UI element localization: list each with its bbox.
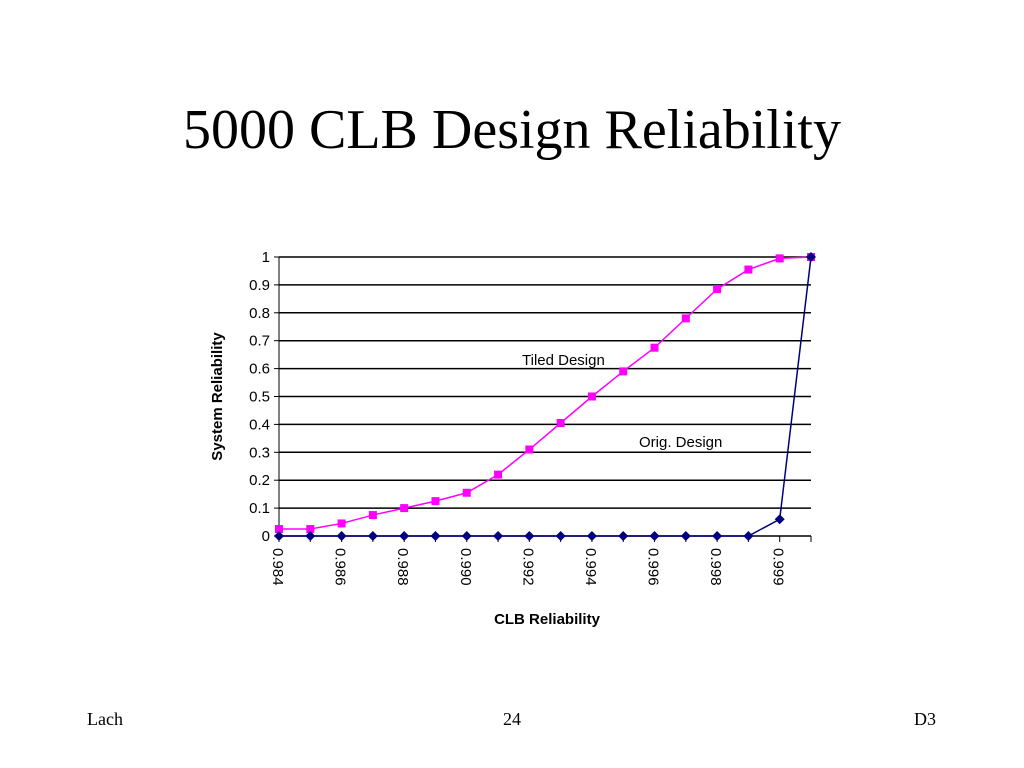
data-point-orig [430, 531, 441, 541]
series-line [279, 256, 812, 537]
data-point-tiled [775, 254, 784, 263]
data-point-tiled [494, 470, 503, 479]
data-point-tiled [275, 525, 283, 534]
y-tick-label: 0 [262, 528, 270, 545]
y-tick-label: 0.3 [249, 444, 270, 461]
series-line [279, 256, 812, 530]
y-axis-label: System Reliability [209, 332, 226, 461]
annotation-tiled-design: Tiled Design [522, 352, 605, 369]
data-point-orig [305, 531, 316, 541]
data-point-tiled [681, 314, 690, 323]
data-point-orig [274, 531, 284, 541]
y-tick-label: 0.6 [249, 361, 270, 378]
x-tick-label: 0.994 [582, 548, 599, 586]
annotation-orig-design: Orig. Design [639, 434, 722, 451]
data-point-tiled [650, 343, 659, 352]
slide-title: 5000 CLB Design Reliability [183, 99, 841, 161]
x-tick-label: 0.986 [332, 548, 349, 586]
data-point-orig [743, 531, 754, 541]
data-point-tiled [400, 504, 409, 513]
y-tick-label: 0.8 [249, 305, 270, 322]
y-tick-label: 0.1 [249, 500, 270, 517]
data-point-orig [493, 531, 504, 541]
data-point-orig [618, 531, 629, 541]
data-point-tiled [306, 525, 315, 534]
data-point-orig [774, 514, 785, 525]
x-tick-label: 0.990 [457, 548, 474, 586]
data-point-tiled [525, 445, 534, 454]
data-point-tiled [713, 285, 722, 294]
x-tick-label: 0.988 [394, 548, 411, 586]
data-point-orig [367, 531, 378, 541]
data-point-orig [649, 531, 660, 541]
x-tick-label: 0.996 [645, 548, 662, 586]
footer-author: Lach [87, 709, 123, 729]
x-tick-label: 0.984 [269, 548, 286, 586]
x-axis-label: CLB Reliability [494, 611, 601, 628]
data-point-orig [680, 531, 691, 541]
data-point-orig [806, 252, 816, 262]
data-point-orig [524, 531, 535, 541]
data-point-tiled [462, 488, 471, 497]
data-point-orig [461, 531, 472, 541]
y-tick-label: 0.4 [249, 416, 270, 433]
data-point-tiled [619, 367, 628, 376]
data-point-tiled [587, 392, 596, 401]
y-tick-label: 0.5 [249, 389, 270, 406]
y-tick-label: 0.2 [249, 472, 270, 489]
data-point-tiled [337, 519, 346, 528]
y-tick-label: 0.7 [249, 333, 270, 350]
x-tick-label: 0.992 [519, 548, 536, 586]
slide-number: 24 [503, 709, 521, 729]
y-tick-label: 1 [262, 249, 270, 266]
data-point-orig [586, 531, 597, 541]
data-point-orig [399, 531, 410, 541]
footer-code: D3 [914, 709, 936, 729]
data-point-tiled [368, 511, 377, 520]
y-tick-label: 0.9 [249, 277, 270, 294]
x-tick-label: 0.999 [770, 548, 787, 586]
data-point-orig [712, 531, 723, 541]
data-point-tiled [556, 419, 565, 428]
data-point-orig [555, 531, 566, 541]
data-point-tiled [431, 497, 440, 506]
data-point-orig [336, 531, 347, 541]
x-tick-label: 0.998 [707, 548, 724, 586]
data-point-tiled [744, 265, 753, 274]
